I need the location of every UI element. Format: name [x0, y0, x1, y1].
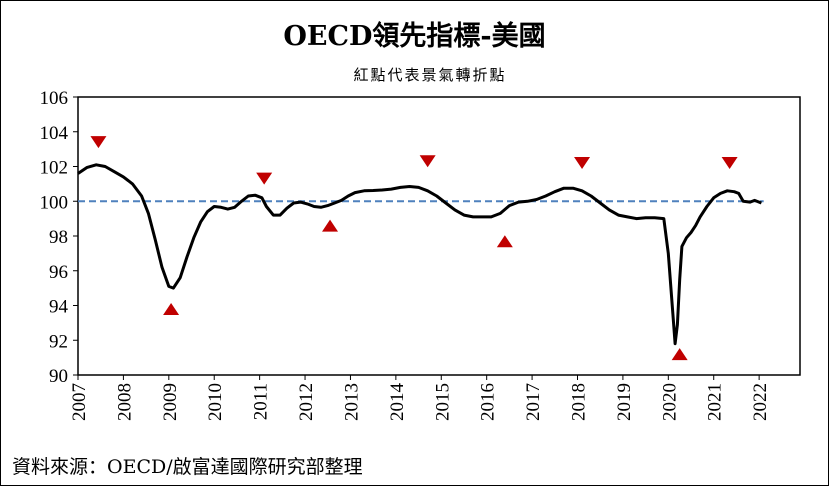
x-tick-label: 2015: [432, 383, 453, 421]
peak-marker: [574, 157, 591, 170]
trough-marker: [496, 235, 513, 248]
y-tick-label: 98: [49, 227, 68, 248]
y-axis: 90 92 94 96 98 100 102 104 106: [40, 88, 78, 387]
x-tick-label: 2007: [69, 383, 90, 421]
cli-series-line: [77, 163, 762, 346]
y-tick-label: 102: [40, 158, 69, 179]
x-tick-label: 2011: [251, 383, 272, 420]
y-tick-label: 104: [40, 123, 69, 144]
y-tick-label: 90: [49, 366, 68, 387]
y-tick-label: 106: [40, 88, 69, 109]
x-tick-label: 2019: [614, 383, 635, 421]
x-tick-label: 2020: [659, 383, 680, 421]
x-tick-label: 2014: [387, 383, 408, 422]
peak-marker: [419, 155, 436, 168]
plot-border: [77, 96, 801, 376]
trough-marker: [671, 348, 688, 361]
chart-subtitle: 紅點代表景氣轉折點: [353, 66, 507, 84]
x-tick-label: 2016: [478, 383, 499, 421]
y-tick-label: 92: [49, 331, 68, 352]
x-tick-label: 2009: [160, 383, 181, 421]
trough-marker: [322, 219, 339, 232]
y-tick-label: 100: [40, 192, 69, 213]
x-tick-label: 2013: [341, 383, 362, 421]
x-tick-label: 2008: [114, 383, 135, 421]
y-tick-label: 94: [49, 297, 69, 318]
x-axis: 2007 2008 2009 2010 2011 2012 2013 2014 2015 2016…: [69, 375, 771, 421]
x-tick-label: 2012: [296, 383, 317, 421]
peak-marker: [256, 172, 273, 185]
x-tick-label: 2017: [523, 383, 544, 421]
x-tick-label: 2018: [568, 383, 589, 421]
x-tick-label: 2010: [205, 383, 226, 421]
source-note: 資料來源：OECD/啟富達國際研究部整理: [12, 456, 363, 478]
peak-marker: [90, 136, 107, 149]
chart-title: OECD領先指標-美國: [283, 21, 546, 52]
peak-marker: [721, 157, 738, 170]
y-tick-label: 96: [49, 262, 68, 283]
trough-marker: [163, 302, 180, 315]
x-tick-label: 2022: [750, 383, 771, 421]
x-tick-label: 2021: [705, 383, 726, 421]
turning-point-markers: [90, 136, 738, 361]
